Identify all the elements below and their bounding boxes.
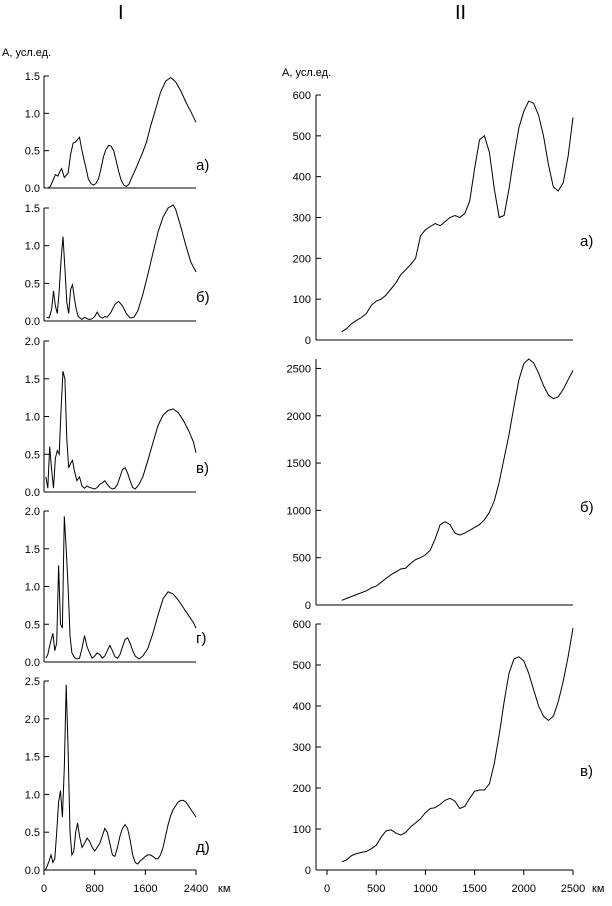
right-p2-ytick-label-2: 200 bbox=[293, 783, 311, 795]
left-p2-ytick-label-0: 0.0 bbox=[25, 487, 40, 499]
right-p2-ytick-label-5: 500 bbox=[293, 660, 311, 672]
right-p0-ytick-label-4: 400 bbox=[293, 172, 311, 184]
right-p0-ytick-label-6: 600 bbox=[293, 90, 311, 102]
right-p0-ytick-label-1: 100 bbox=[293, 294, 311, 306]
right-p1-series-line bbox=[341, 358, 574, 601]
right-p0-ytick-label-2: 200 bbox=[293, 253, 311, 265]
left-p1-ytick-label-2: 1.0 bbox=[25, 241, 40, 253]
left-p3-ytick-label-3: 1.5 bbox=[25, 544, 40, 556]
right-p2-xtick-label-1: 500 bbox=[367, 883, 385, 895]
column-header-right: II bbox=[455, 2, 467, 24]
right-p2-panel-label: в) bbox=[580, 763, 593, 780]
left-p2-series-line bbox=[45, 371, 197, 490]
right-p2-ytick-label-1: 100 bbox=[293, 824, 311, 836]
right-p2-xtick-label-3: 1500 bbox=[462, 883, 486, 895]
right-p0-series-line bbox=[341, 100, 574, 333]
left-p3-ytick-label-4: 2.0 bbox=[25, 506, 40, 518]
left-p1-ytick-label-0: 0.0 bbox=[25, 316, 40, 328]
right-p2-ytick-label-6: 600 bbox=[293, 619, 311, 631]
left-p1-series-line bbox=[46, 204, 197, 321]
right-p0-ytick-label-0: 0 bbox=[305, 335, 311, 347]
left-y-unit-label: А, усл.ед. bbox=[2, 47, 52, 59]
right-p2-ytick-label-0: 0 bbox=[305, 865, 311, 877]
left-p4-panel-label: д) bbox=[196, 839, 210, 856]
right-p1-panel-label: б) bbox=[580, 499, 594, 516]
right-p0-ytick-label-3: 300 bbox=[293, 213, 311, 225]
left-p0-panel-label: а) bbox=[196, 157, 209, 174]
right-p1-ytick-label-1: 500 bbox=[293, 553, 311, 565]
left-p4-ytick-label-0: 0.0 bbox=[25, 865, 40, 877]
left-p0-ytick-label-3: 1.5 bbox=[25, 71, 40, 83]
left-p2-ytick-label-1: 0.5 bbox=[25, 449, 40, 461]
right-p2-xtick-label-0: 0 bbox=[324, 883, 330, 895]
left-p3-ytick-label-2: 1.0 bbox=[25, 582, 40, 594]
left-p4-ytick-label-5: 2.5 bbox=[25, 676, 40, 688]
right-p2-ytick-label-4: 400 bbox=[293, 701, 311, 713]
right-p2-ytick-label-3: 300 bbox=[293, 742, 311, 754]
right-p1-ytick-label-5: 2500 bbox=[287, 363, 311, 375]
left-p0-ytick-label-2: 1.0 bbox=[25, 108, 40, 120]
left-p2-ytick-label-2: 1.0 bbox=[25, 412, 40, 424]
left-p4-ytick-label-3: 1.5 bbox=[25, 752, 40, 764]
right-p2-series-line bbox=[341, 628, 574, 863]
right-p0-ytick-label-5: 500 bbox=[293, 131, 311, 143]
left-p3-ytick-label-1: 0.5 bbox=[25, 619, 40, 631]
right-p2-xtick-label-4: 2000 bbox=[512, 883, 536, 895]
right-x-unit-label: км bbox=[592, 883, 604, 895]
left-x-unit-label: км bbox=[218, 883, 230, 895]
left-p4-ytick-label-4: 2.0 bbox=[25, 714, 40, 726]
left-p1-panel-label: б) bbox=[196, 289, 210, 306]
right-p1-ytick-label-4: 2000 bbox=[287, 411, 311, 423]
left-p2-panel-label: в) bbox=[196, 460, 209, 477]
left-p4-xtick-label-2: 1600 bbox=[133, 883, 157, 895]
left-p0-ytick-label-1: 0.5 bbox=[25, 146, 40, 158]
right-p0-panel-label: а) bbox=[580, 233, 593, 250]
left-p1-ytick-label-1: 0.5 bbox=[25, 278, 40, 290]
left-p3-series-line bbox=[45, 516, 197, 660]
left-p3-panel-label: г) bbox=[196, 630, 206, 647]
right-p1-ytick-label-3: 1500 bbox=[287, 458, 311, 470]
right-p2-xtick-label-2: 1000 bbox=[413, 883, 437, 895]
left-p4-xtick-label-0: 0 bbox=[41, 883, 47, 895]
column-header-left: I bbox=[118, 2, 124, 24]
left-p2-ytick-label-4: 2.0 bbox=[25, 336, 40, 348]
right-y-unit-label: А, усл.ед. bbox=[282, 67, 332, 79]
right-p1-ytick-label-2: 1000 bbox=[287, 505, 311, 517]
left-p4-xtick-label-1: 800 bbox=[85, 883, 103, 895]
left-p3-ytick-label-0: 0.0 bbox=[25, 657, 40, 669]
right-p1-ytick-label-0: 0 bbox=[305, 600, 311, 612]
left-p0-series-line bbox=[47, 76, 197, 189]
left-p4-series-line bbox=[44, 684, 197, 871]
right-p2-xtick-label-5: 2500 bbox=[561, 883, 585, 895]
left-p2-ytick-label-3: 1.5 bbox=[25, 374, 40, 386]
left-p4-xtick-label-3: 2400 bbox=[184, 883, 208, 895]
left-p0-ytick-label-0: 0.0 bbox=[25, 183, 40, 195]
left-p4-ytick-label-2: 1.0 bbox=[25, 789, 40, 801]
left-p1-ytick-label-3: 1.5 bbox=[25, 203, 40, 215]
left-p4-ytick-label-1: 0.5 bbox=[25, 827, 40, 839]
